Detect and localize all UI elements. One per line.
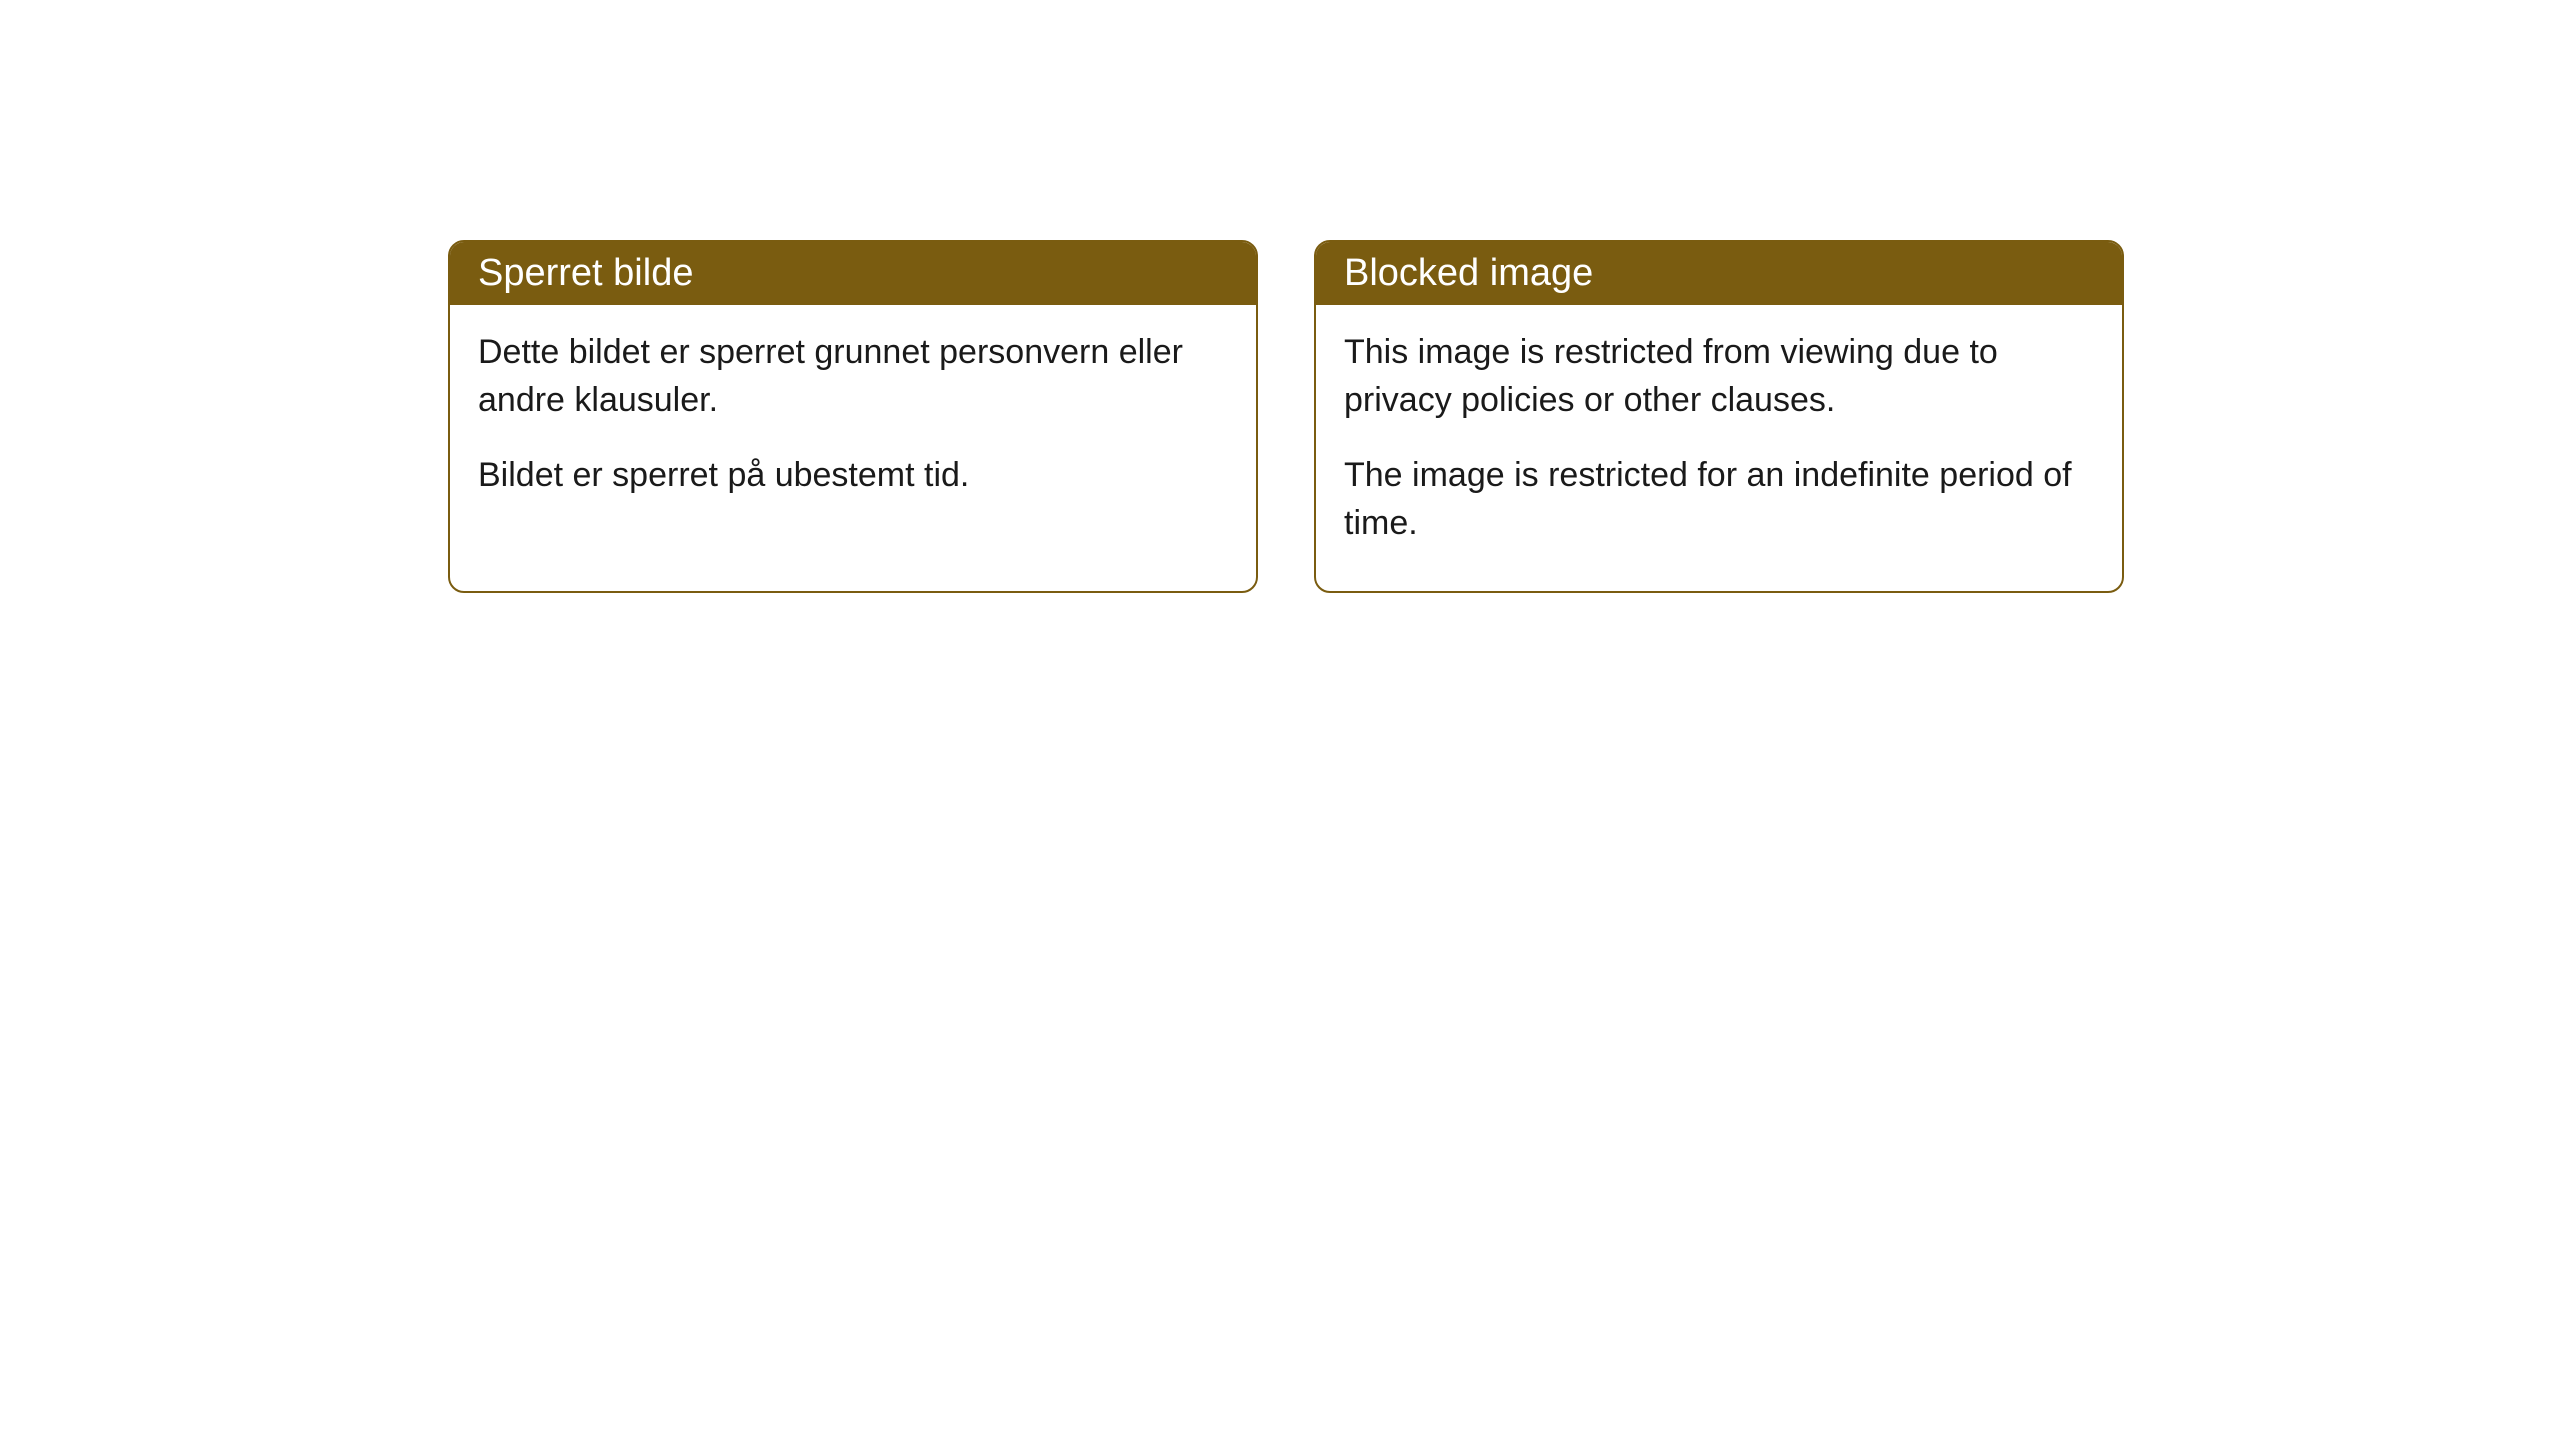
card-header: Blocked image [1316, 242, 2122, 305]
card-title: Sperret bilde [478, 252, 693, 294]
card-body: Dette bildet er sperret grunnet personve… [450, 305, 1256, 544]
card-paragraph: Bildet er sperret på ubestemt tid. [478, 452, 1228, 500]
card-paragraph: Dette bildet er sperret grunnet personve… [478, 329, 1228, 424]
card-paragraph: The image is restricted for an indefinit… [1344, 452, 2094, 547]
notice-cards-container: Sperret bilde Dette bildet er sperret gr… [448, 240, 2124, 593]
notice-card-norwegian: Sperret bilde Dette bildet er sperret gr… [448, 240, 1258, 593]
card-title: Blocked image [1344, 252, 1593, 294]
notice-card-english: Blocked image This image is restricted f… [1314, 240, 2124, 593]
card-body: This image is restricted from viewing du… [1316, 305, 2122, 591]
card-paragraph: This image is restricted from viewing du… [1344, 329, 2094, 424]
card-header: Sperret bilde [450, 242, 1256, 305]
